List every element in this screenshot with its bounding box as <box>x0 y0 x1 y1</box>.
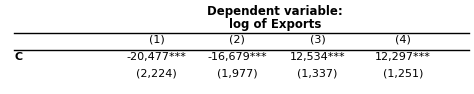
Text: 12,297***: 12,297*** <box>375 52 431 62</box>
Text: Dependent variable:: Dependent variable: <box>207 5 343 18</box>
Text: (2): (2) <box>229 35 245 45</box>
Text: (1,251): (1,251) <box>383 68 423 78</box>
Text: log of Exports: log of Exports <box>229 18 321 31</box>
Text: (3): (3) <box>310 35 326 45</box>
Text: 12,534***: 12,534*** <box>290 52 346 62</box>
Text: (1): (1) <box>148 35 164 45</box>
Text: C: C <box>14 52 22 62</box>
Text: -20,477***: -20,477*** <box>127 52 186 62</box>
Text: -16,679***: -16,679*** <box>207 52 267 62</box>
Text: (4): (4) <box>395 35 411 45</box>
Text: (1,337): (1,337) <box>297 68 338 78</box>
Text: (2,224): (2,224) <box>136 68 177 78</box>
Text: (1,977): (1,977) <box>217 68 257 78</box>
